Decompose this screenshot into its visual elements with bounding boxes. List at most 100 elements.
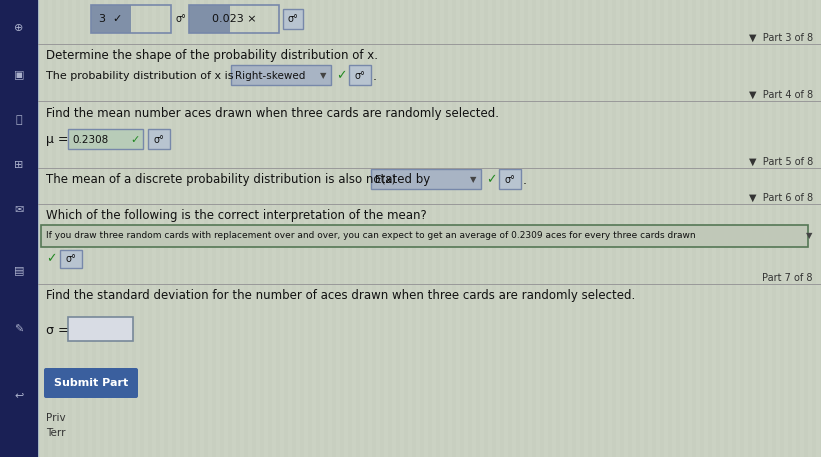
Bar	[68, 129, 143, 149]
Bar	[688, 0, 692, 457]
Bar	[328, 0, 332, 457]
Bar	[568, 0, 572, 457]
Bar	[536, 0, 540, 457]
Bar	[416, 0, 420, 457]
Bar	[349, 65, 371, 85]
Bar	[656, 0, 660, 457]
Bar	[72, 0, 76, 457]
Bar	[640, 0, 644, 457]
Bar	[400, 0, 404, 457]
Bar	[352, 0, 356, 457]
Bar	[371, 169, 481, 189]
Text: ▣: ▣	[14, 70, 25, 80]
Bar	[616, 0, 620, 457]
Bar	[680, 0, 684, 457]
Text: σ =: σ =	[46, 324, 69, 336]
Text: σ°: σ°	[175, 14, 186, 24]
Bar	[384, 0, 388, 457]
Bar	[88, 0, 92, 457]
Bar	[664, 0, 668, 457]
Text: Terr: Terr	[46, 428, 66, 438]
Text: Priv: Priv	[46, 413, 66, 423]
Bar	[464, 0, 468, 457]
Bar	[432, 0, 436, 457]
Bar	[200, 0, 204, 457]
Text: σ°: σ°	[154, 135, 164, 145]
Bar	[231, 65, 331, 85]
Bar	[576, 0, 580, 457]
Bar	[64, 0, 68, 457]
Text: ✉: ✉	[14, 205, 24, 215]
Bar	[592, 0, 596, 457]
Bar	[32, 0, 36, 457]
Bar	[148, 129, 170, 149]
Bar	[96, 0, 100, 457]
Bar	[360, 0, 364, 457]
Text: ✓: ✓	[46, 253, 57, 266]
Bar	[136, 0, 140, 457]
Bar	[368, 0, 372, 457]
Text: ஃ: ஃ	[16, 115, 22, 125]
FancyBboxPatch shape	[44, 368, 138, 398]
Bar	[160, 0, 164, 457]
Bar	[816, 0, 820, 457]
Bar	[376, 0, 380, 457]
Text: ⊞: ⊞	[14, 160, 24, 170]
Bar	[552, 0, 556, 457]
Bar	[152, 0, 156, 457]
Text: ▼: ▼	[470, 175, 476, 185]
Bar	[808, 0, 812, 457]
Text: ▼: ▼	[805, 232, 812, 240]
Bar	[608, 0, 612, 457]
Bar	[112, 0, 116, 457]
Bar	[240, 0, 244, 457]
Text: ✎: ✎	[14, 325, 24, 335]
Bar	[456, 0, 460, 457]
Bar	[600, 0, 604, 457]
Text: E(x): E(x)	[375, 175, 396, 185]
Bar	[16, 0, 20, 457]
Text: If you draw three random cards with replacement over and over, you can expect to: If you draw three random cards with repl…	[46, 232, 695, 240]
Text: 0.023 ×: 0.023 ×	[212, 14, 256, 24]
Bar	[68, 317, 133, 341]
Bar	[408, 0, 412, 457]
Text: σ°: σ°	[287, 14, 299, 24]
Text: Determine the shape of the probability distribution of x.: Determine the shape of the probability d…	[46, 49, 378, 63]
Text: ⊕: ⊕	[14, 23, 24, 33]
Bar	[720, 0, 724, 457]
Bar	[128, 0, 132, 457]
Bar	[496, 0, 500, 457]
Bar	[784, 0, 788, 457]
Bar	[696, 0, 700, 457]
Text: 3  ✓: 3 ✓	[99, 14, 122, 24]
Text: Find the mean number aces drawn when three cards are randomly selected.: Find the mean number aces drawn when thr…	[46, 106, 499, 119]
Bar	[288, 0, 292, 457]
Text: Submit Part: Submit Part	[54, 378, 128, 388]
Bar	[24, 0, 28, 457]
Bar	[256, 0, 260, 457]
Bar	[480, 0, 484, 457]
Bar	[264, 0, 268, 457]
Text: 0.2308: 0.2308	[72, 135, 108, 145]
Bar	[736, 0, 740, 457]
Bar	[624, 0, 628, 457]
Text: .: .	[373, 69, 377, 83]
Bar	[208, 0, 212, 457]
Bar	[272, 0, 276, 457]
Text: ▼  Part 4 of 8: ▼ Part 4 of 8	[749, 90, 813, 100]
Bar	[216, 0, 220, 457]
Bar	[544, 0, 548, 457]
Text: σ°: σ°	[505, 175, 516, 185]
Text: Find the standard deviation for the number of aces drawn when three cards are ra: Find the standard deviation for the numb…	[46, 289, 635, 303]
Bar	[728, 0, 732, 457]
Bar	[648, 0, 652, 457]
Text: Right-skewed: Right-skewed	[235, 71, 305, 81]
Bar	[248, 0, 252, 457]
Bar	[760, 0, 764, 457]
Bar	[224, 0, 228, 457]
Bar	[704, 0, 708, 457]
Bar	[632, 0, 636, 457]
Text: ▼  Part 3 of 8: ▼ Part 3 of 8	[749, 33, 813, 43]
Text: σ°: σ°	[66, 254, 76, 264]
Bar	[192, 0, 196, 457]
